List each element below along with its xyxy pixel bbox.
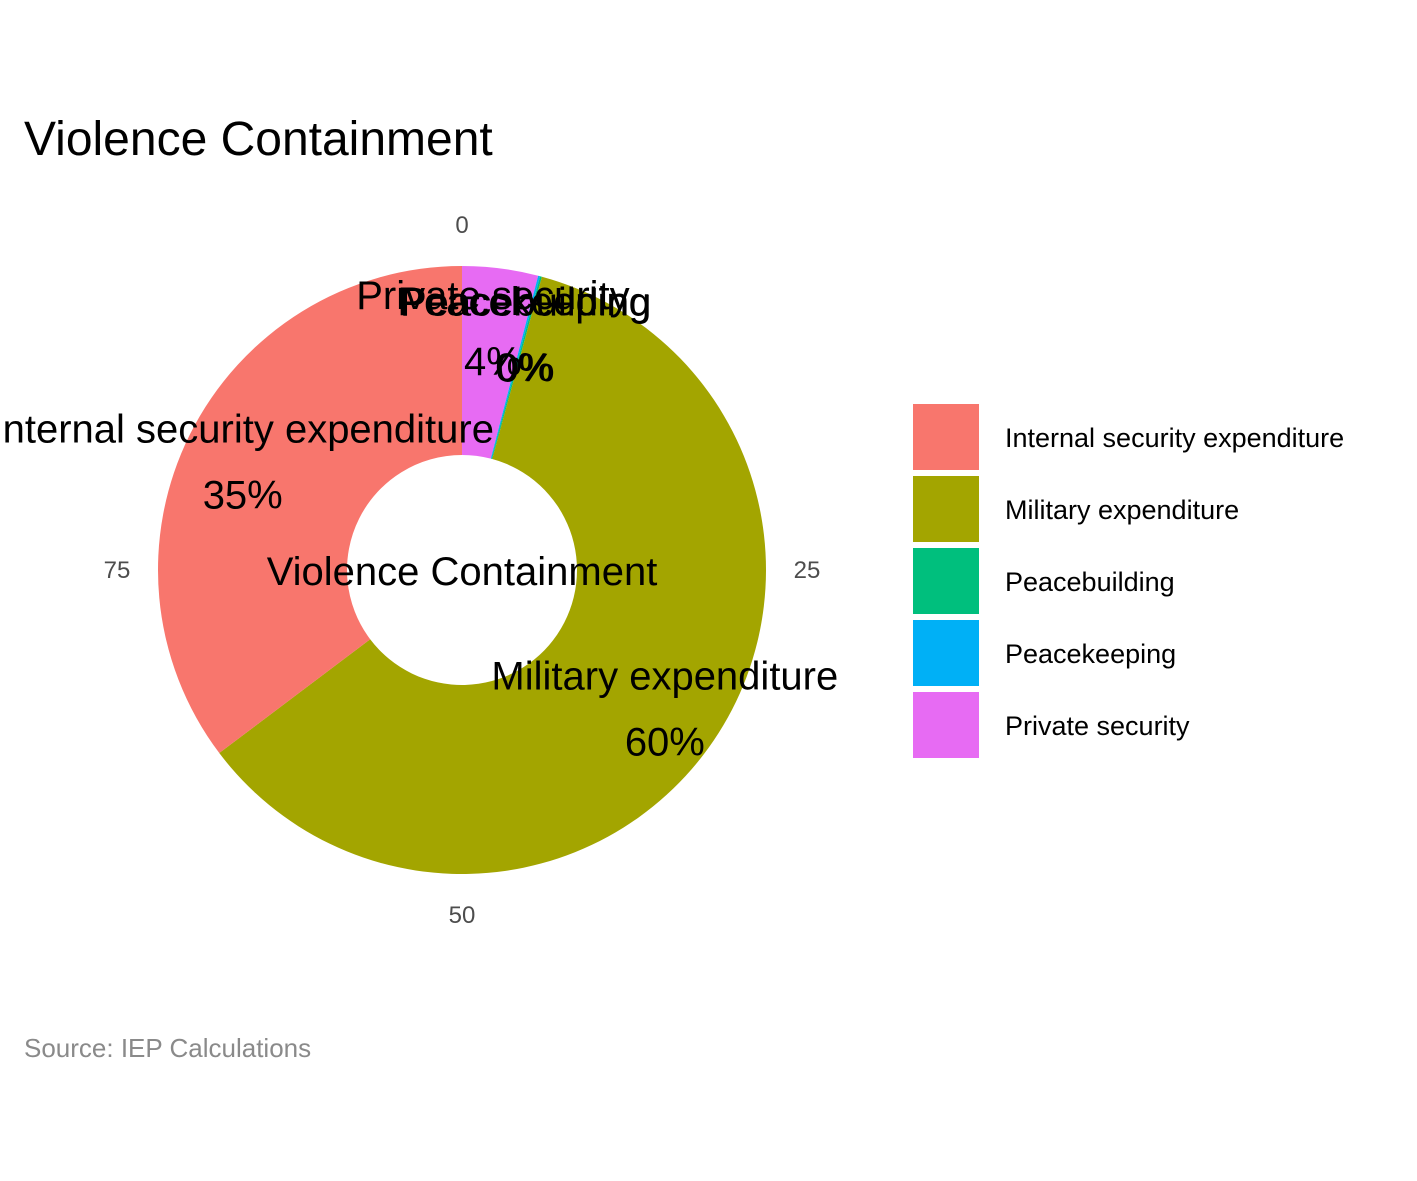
legend-swatch-military-expenditure — [913, 476, 979, 542]
radial-tick-0: 0 — [455, 212, 468, 239]
slice-percent-internal-security-expenditure: 35% — [203, 474, 283, 518]
center-label: Violence Containment — [267, 550, 658, 594]
slice-label-peacebuilding: Peacebuilding — [400, 280, 651, 324]
slice-labels: Private security 4% Peacekeeping 0% Peacebui… — [0, 274, 838, 764]
slice-label-private-security: Private security — [356, 274, 629, 318]
slice-military-expenditure — [219, 276, 767, 874]
radial-ticks: 0 25 50 75 — [104, 212, 821, 929]
legend-label-military-expenditure: Military expenditure — [1005, 495, 1239, 525]
legend-swatch-internal-security-expenditure — [913, 404, 979, 470]
radial-tick-50: 50 — [449, 902, 476, 929]
slice-internal-security-expenditure — [158, 266, 462, 754]
legend-swatch-peacekeeping — [913, 620, 979, 686]
legend-swatch-peacebuilding — [913, 548, 979, 614]
slice-percent-military-expenditure: 60% — [625, 720, 705, 764]
legend-label-peacebuilding: Peacebuilding — [1005, 567, 1175, 597]
slice-private-security — [462, 266, 539, 459]
legend-label-internal-security-expenditure: Internal security expenditure — [1005, 423, 1344, 453]
slice-label-military-expenditure: Military expenditure — [491, 654, 838, 698]
radial-tick-75: 75 — [104, 557, 131, 584]
slice-percent-peacekeeping: 0% — [495, 346, 553, 390]
slice-percent-private-security: 4% — [464, 340, 522, 384]
slice-peacekeeping — [490, 275, 541, 459]
donut-slices — [158, 266, 767, 874]
slice-percent-peacebuilding: 0% — [497, 346, 555, 390]
chart-title: Violence Containment — [24, 113, 493, 166]
slice-peacebuilding — [491, 276, 542, 460]
legend-label-private-security: Private security — [1005, 711, 1190, 741]
legend-swatch-private-security — [913, 692, 979, 758]
legend: Internal security expenditure Military ex… — [913, 404, 1344, 758]
slice-label-internal-security-expenditure: Internal security expenditure — [0, 408, 494, 452]
radial-tick-25: 25 — [794, 557, 821, 584]
source-caption: Source: IEP Calculations — [24, 1033, 311, 1063]
slice-label-peacekeeping: Peacekeeping — [397, 280, 651, 324]
legend-label-peacekeeping: Peacekeeping — [1005, 639, 1176, 669]
